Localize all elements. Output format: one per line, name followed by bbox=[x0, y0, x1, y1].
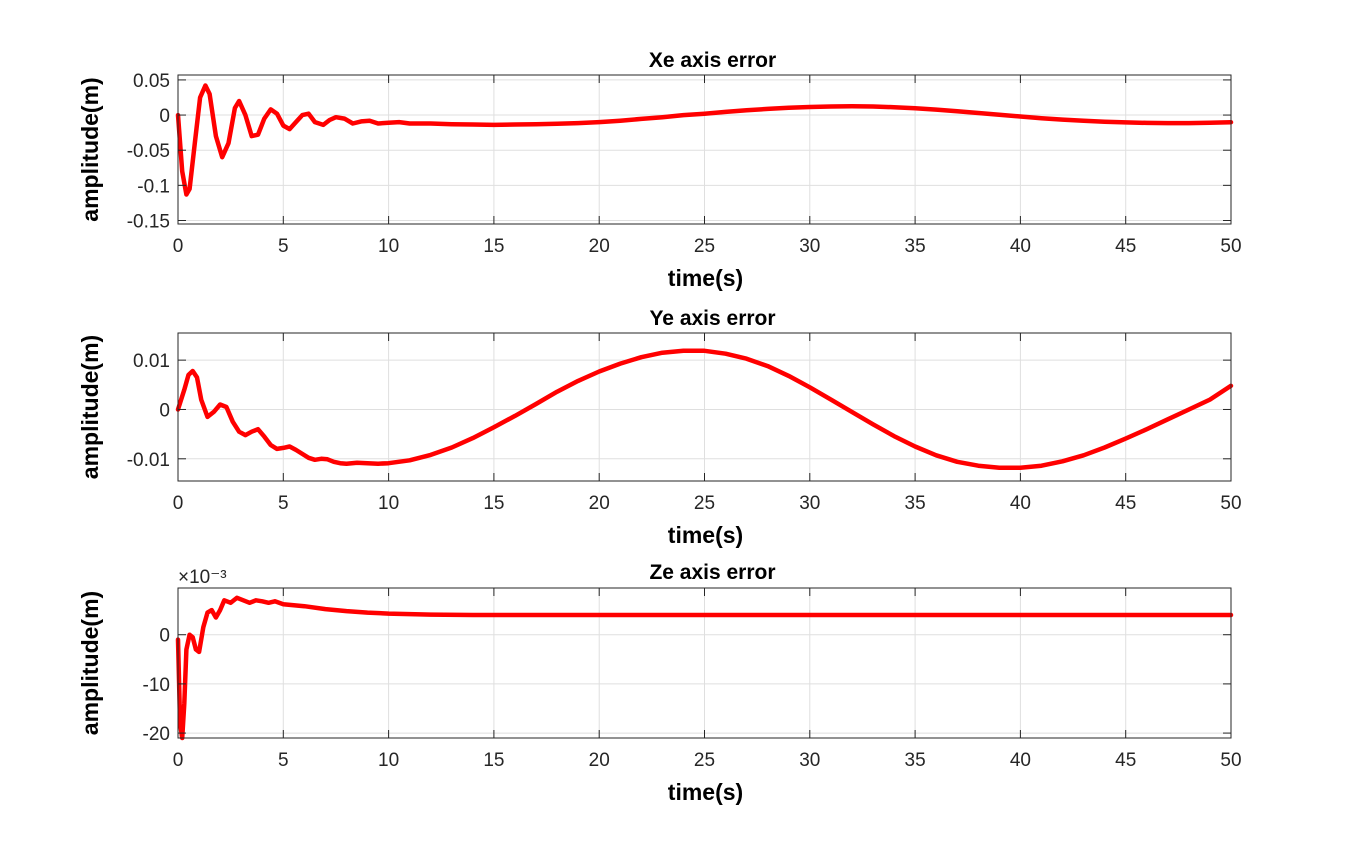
x-tick-label: 35 bbox=[905, 750, 926, 771]
y-exponent-label: ×10⁻³ bbox=[178, 567, 227, 588]
x-tick-label: 25 bbox=[694, 750, 715, 771]
y-tick-label: -10 bbox=[143, 675, 170, 696]
y-tick-label: 0.01 bbox=[133, 351, 170, 372]
subplot-1: 0 5 10 15 20 25 30 35 40 45 50 -0.15 -0.1 -0.05 0 0.05 X… bbox=[77, 49, 1242, 291]
chart-title: Ze axis error bbox=[649, 561, 775, 584]
x-tick-label: 0 bbox=[173, 493, 184, 514]
series-line bbox=[175, 595, 1234, 741]
x-tick-label: 0 bbox=[173, 750, 184, 771]
x-tick-label: 20 bbox=[589, 493, 610, 514]
x-tick-label: 25 bbox=[694, 493, 715, 514]
x-tick-label: 15 bbox=[483, 750, 504, 771]
y-tick-label: 0.05 bbox=[133, 71, 170, 92]
y-tick-label: -0.05 bbox=[127, 141, 170, 162]
x-tick-label: 30 bbox=[799, 493, 820, 514]
x-tick-label: 35 bbox=[905, 493, 926, 514]
x-tick-label: 25 bbox=[694, 236, 715, 257]
y-tick-label: 0 bbox=[159, 400, 170, 421]
y-tick-label: -0.01 bbox=[127, 450, 170, 471]
x-tick-label: 30 bbox=[799, 236, 820, 257]
x-tick-label: 5 bbox=[278, 750, 289, 771]
x-tick-label: 45 bbox=[1115, 236, 1136, 257]
x-tick-label: 15 bbox=[483, 236, 504, 257]
x-tick-label: 20 bbox=[589, 750, 610, 771]
x-tick-label: 15 bbox=[483, 493, 504, 514]
x-tick-label: 35 bbox=[905, 236, 926, 257]
x-tick-label: 50 bbox=[1220, 493, 1241, 514]
x-tick-label: 30 bbox=[799, 750, 820, 771]
chart-title: Ye axis error bbox=[649, 307, 775, 330]
x-tick-label: 40 bbox=[1010, 236, 1031, 257]
x-axis-label: time(s) bbox=[668, 779, 743, 805]
y-tick-label: -0.15 bbox=[127, 211, 170, 232]
x-tick-label: 20 bbox=[589, 236, 610, 257]
x-tick-label: 45 bbox=[1115, 750, 1136, 771]
x-tick-label: 50 bbox=[1220, 236, 1241, 257]
y-tick-label: -20 bbox=[143, 724, 170, 745]
y-tick-label: 0 bbox=[159, 106, 170, 127]
x-tick-label: 10 bbox=[378, 493, 399, 514]
x-axis-label: time(s) bbox=[668, 265, 743, 291]
subplot-2: 0 5 10 15 20 25 30 35 40 45 50 -0.01 0 0.01 Ye axis er… bbox=[77, 307, 1242, 548]
series-line bbox=[175, 348, 1234, 470]
subplot-3: 0 5 10 15 20 25 30 35 40 45 50 -20 -10 0 Ze axis error… bbox=[77, 561, 1242, 805]
x-tick-label: 0 bbox=[173, 236, 184, 257]
x-tick-label: 5 bbox=[278, 493, 289, 514]
x-tick-label: 5 bbox=[278, 236, 289, 257]
series-line bbox=[175, 83, 1234, 197]
y-tick-label: -0.1 bbox=[137, 176, 170, 197]
x-axis-label: time(s) bbox=[668, 522, 743, 548]
y-axis-label: amplitude(m) bbox=[77, 591, 103, 735]
x-tick-label: 40 bbox=[1010, 750, 1031, 771]
x-tick-label: 10 bbox=[378, 236, 399, 257]
chart-title: Xe axis error bbox=[649, 49, 776, 72]
y-axis-label: amplitude(m) bbox=[77, 335, 103, 479]
x-tick-label: 50 bbox=[1220, 750, 1241, 771]
y-tick-label: 0 bbox=[159, 626, 170, 647]
x-tick-label: 40 bbox=[1010, 493, 1031, 514]
y-axis-label: amplitude(m) bbox=[77, 77, 103, 221]
x-tick-label: 10 bbox=[378, 750, 399, 771]
x-tick-label: 45 bbox=[1115, 493, 1136, 514]
